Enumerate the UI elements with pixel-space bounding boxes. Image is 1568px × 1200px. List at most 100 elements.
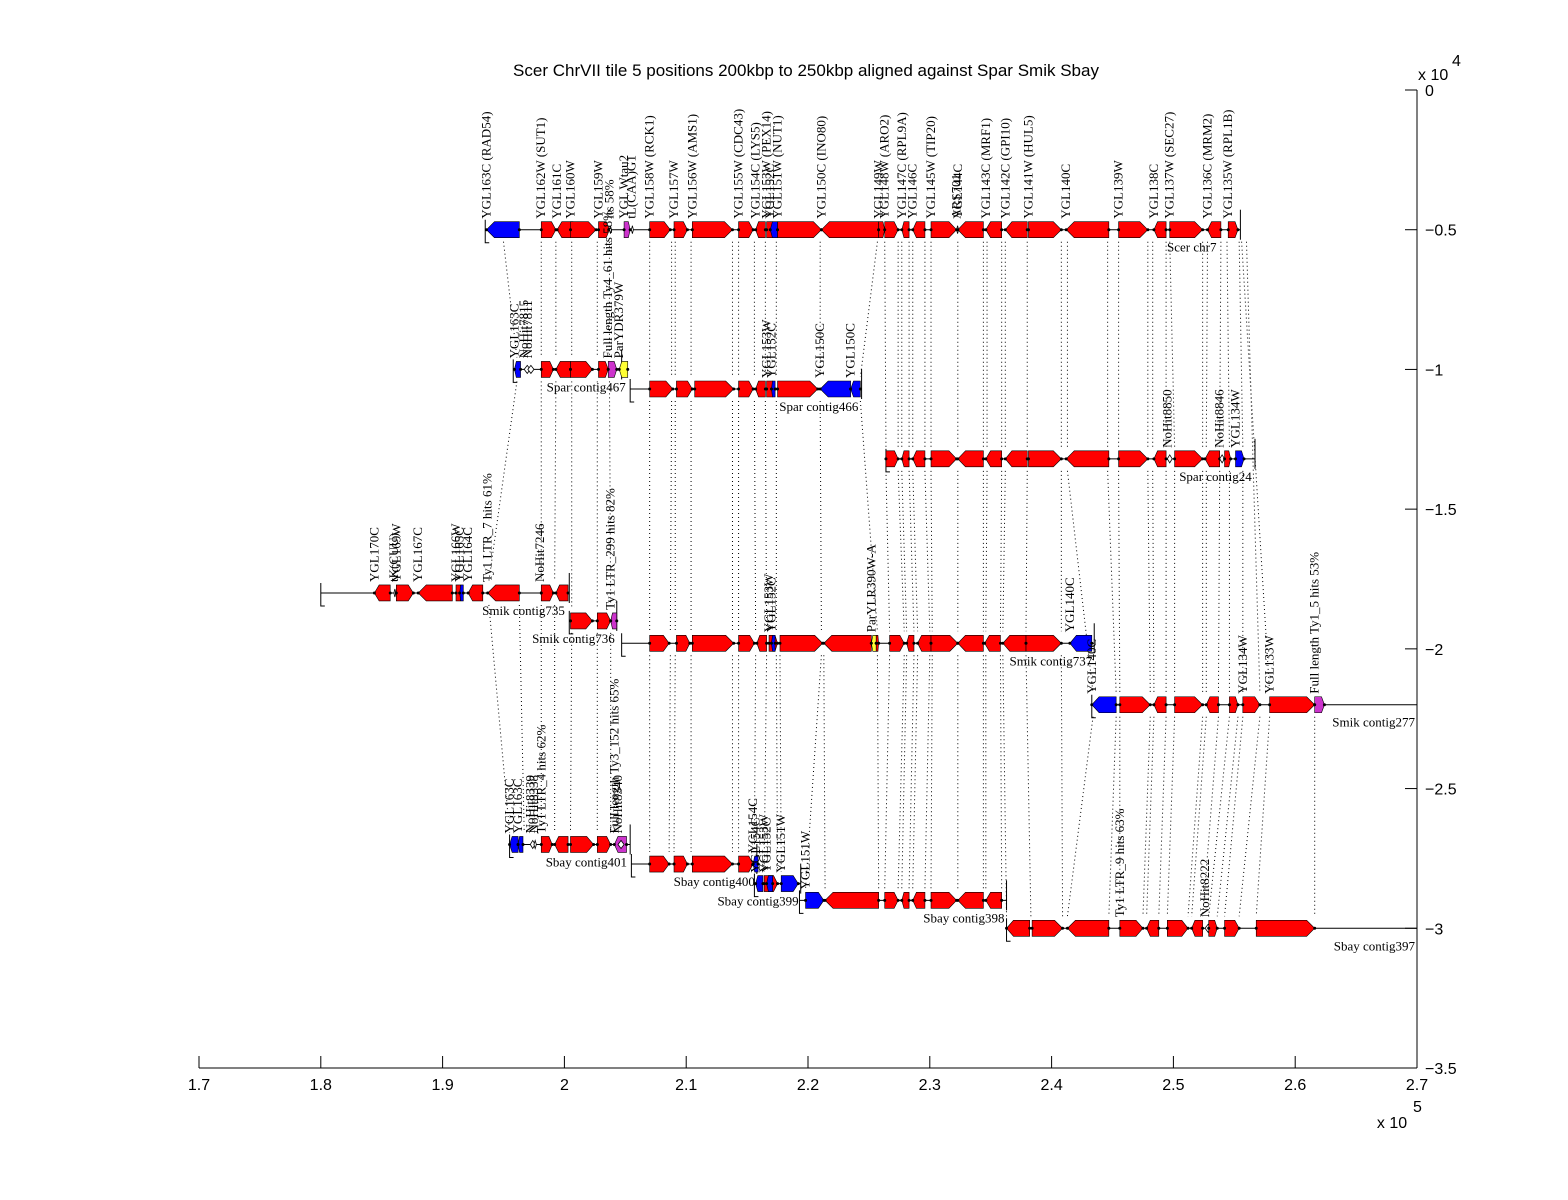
gene-arrow [930, 892, 958, 909]
gene-start-dot [1152, 457, 1156, 461]
ortholog-link [569, 632, 573, 833]
gene-end-dot [796, 882, 800, 886]
gene-end-dot [1164, 457, 1168, 461]
ortholog-link [1202, 716, 1219, 917]
gene-arrow [1153, 221, 1167, 239]
ortholog-link [930, 470, 933, 632]
x-tick-label: 2 [560, 1077, 569, 1094]
ortholog-link [885, 470, 891, 632]
gene-start-dot [1268, 703, 1272, 707]
ortholog-link [753, 400, 757, 632]
ortholog-link [1025, 470, 1028, 632]
gene-label: Ty1 LTR_299 hits 82% [603, 488, 618, 610]
gene-arrow [623, 221, 631, 239]
gene-arrow [985, 450, 1002, 468]
gene-arrow [374, 584, 391, 602]
gene-label: YGL155W (CDC43) [731, 109, 746, 219]
gene-arrow [610, 612, 618, 630]
gene-end-dot [566, 591, 570, 595]
gene-end-dot [668, 228, 672, 232]
gene-arrow [673, 221, 688, 239]
gene-start-dot [690, 228, 694, 232]
gene-arrow [570, 836, 595, 853]
gene-label: YGL152C [759, 818, 774, 873]
gene-end-dot [690, 387, 694, 391]
x-tick-label: 2.6 [1284, 1077, 1306, 1094]
gene-arrow [1069, 634, 1093, 652]
gene-label: YGL157W [666, 159, 681, 218]
gene-arrow [1174, 696, 1204, 714]
gene-arrow [1153, 696, 1167, 714]
gene-start-dot [612, 842, 616, 846]
gene-label: YGL145W (TIP20) [923, 116, 938, 219]
gene-start-dot [609, 619, 613, 623]
y-tick-label: −2.5 [1425, 782, 1457, 799]
ortholog-link [1216, 716, 1239, 917]
gene-arrow [912, 892, 926, 909]
gene-start-dot [672, 862, 676, 866]
gene-arrow [1205, 696, 1219, 714]
contig-track: Ty1 LTR_299 hits 82% Smik contig736 [532, 488, 619, 646]
gene-end-dot [751, 387, 755, 391]
gene-end-dot [752, 641, 756, 645]
y-tick-label: −1.5 [1425, 502, 1457, 519]
gene-arrow [930, 221, 958, 239]
gene-label: YGL135W (RPL1B) [1220, 110, 1235, 219]
gene-arrow [1028, 450, 1062, 468]
ortholog-link [1147, 470, 1151, 693]
gene-end-dot [1107, 457, 1111, 461]
gene-arrow [1091, 696, 1117, 714]
gene-label: NoHit8339 [522, 775, 537, 834]
gene-start-dot [1241, 703, 1245, 707]
ortholog-link [1060, 655, 1064, 917]
ortholog-link [924, 655, 931, 889]
gene-start-dot [751, 862, 755, 866]
gene-start-dot [737, 387, 741, 391]
gene-label: YGL136C (MRM2) [1200, 114, 1215, 219]
ortholog-link [1118, 470, 1121, 693]
gene-end-dot [1146, 228, 1150, 232]
y-axis-exponent: 4 [1452, 53, 1461, 70]
ortholog-link [908, 470, 915, 632]
gene-start-dot [1065, 926, 1069, 930]
gene-end-dot [1107, 926, 1111, 930]
ortholog-link [1241, 241, 1271, 693]
gene-start-dot [818, 387, 822, 391]
gene-start-dot [1223, 457, 1227, 461]
x-axis-multiplier: x 10 [1377, 1115, 1407, 1132]
gene-end-dot [667, 862, 671, 866]
gene-label: YGL161C [549, 164, 564, 219]
gene-start-dot [754, 228, 758, 232]
gene-start-dot [674, 641, 678, 645]
gene-end-dot [1186, 926, 1190, 930]
feature-marker [609, 225, 612, 234]
gene-arrow [752, 855, 759, 873]
gene-start-dot [929, 898, 933, 902]
gene-label: tK(CUU) [386, 533, 401, 582]
ortholog-link [897, 655, 905, 889]
gene-start-dot [1001, 641, 1005, 645]
gene-start-dot [1254, 926, 1258, 930]
gene-arrow [901, 450, 910, 468]
gene-start-dot [1234, 457, 1238, 461]
gene-arrow [467, 584, 484, 602]
x-axis: 1.7 1.8 1.9 2 2.1 2.2 2.3 2.4 2.5 2.6 2.7 x 10 5 [188, 1056, 1428, 1132]
gene-arrow [824, 892, 879, 909]
contig-start-bracket [629, 378, 635, 403]
gene-arrow [649, 855, 670, 873]
gene-end-dot [671, 387, 675, 391]
gene-arrow [517, 836, 524, 853]
gene-arrow [1002, 634, 1027, 652]
gene-end-dot [907, 457, 911, 461]
gene-arrow [906, 634, 915, 652]
gene-start-dot [1118, 926, 1122, 930]
gene-start-dot [1313, 703, 1317, 707]
gene-arrow [755, 221, 766, 239]
gene-arrow [1065, 221, 1110, 239]
gene-start-dot [776, 387, 780, 391]
gene-label: YGL134W [1228, 389, 1243, 448]
gene-start-dot [765, 387, 769, 391]
gene-arrow [509, 836, 519, 853]
contig-start-bracket [630, 854, 636, 878]
